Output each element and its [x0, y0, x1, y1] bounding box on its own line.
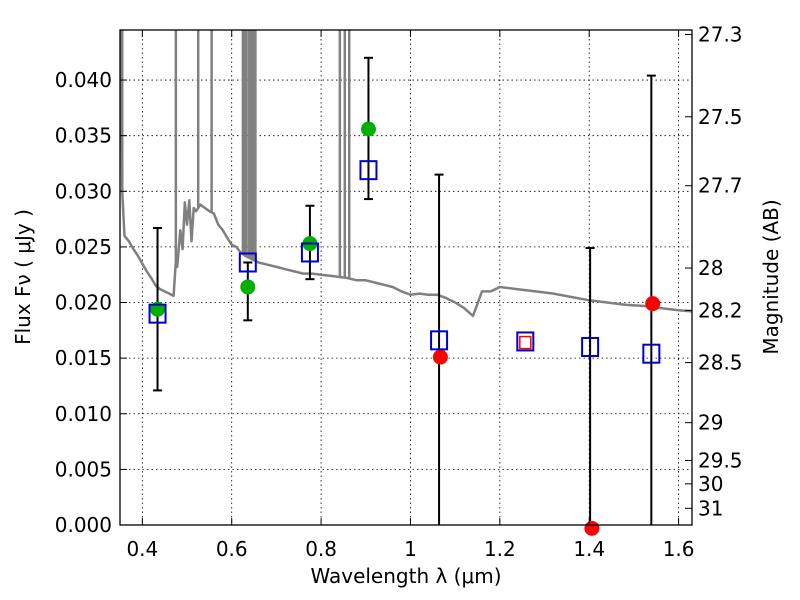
data-point-square [300, 242, 319, 263]
y-tick-label: 0.025 [55, 235, 112, 259]
y-tick-label: 0.020 [55, 291, 112, 315]
data-point-square [148, 303, 167, 324]
data-point-circle [645, 296, 661, 312]
magnitude-tick-label: 27.3 [698, 22, 743, 46]
magnitude-tick-label: 28.2 [698, 298, 743, 322]
x-tick-label: 1 [404, 537, 417, 561]
y-tick-label: 0.000 [55, 513, 112, 537]
x-tick-label: 0.4 [126, 537, 158, 561]
plot-frame [119, 29, 693, 526]
data-point-square [359, 160, 378, 181]
y-tick-label: 0.030 [55, 179, 112, 203]
data-point-square [516, 331, 535, 352]
x-tick-label: 1.2 [484, 537, 516, 561]
model-spectrum-line [120, 30, 692, 318]
y-tick-label: 0.035 [55, 124, 112, 148]
data-point-circle [360, 121, 376, 137]
magnitude-tick-label: 27.5 [698, 105, 743, 129]
magnitude-tick-label: 28.5 [698, 351, 743, 375]
x-tick-label: 1.4 [573, 537, 605, 561]
y-tick-label: 0.010 [55, 402, 112, 426]
y-tick-label: 0.040 [55, 68, 112, 92]
x-tick-label: 1.6 [663, 537, 695, 561]
grid-lines [120, 30, 692, 526]
marker-layer [148, 121, 661, 536]
right-axis-label: Magnitude (AB) [759, 199, 783, 354]
data-point-square [642, 343, 661, 364]
data-point-circle [432, 349, 448, 365]
magnitude-tick-label: 31 [698, 496, 723, 520]
model-spectrum-layer [120, 30, 692, 318]
data-point-square [581, 337, 600, 358]
x-tick-label: 0.6 [216, 537, 248, 561]
x-axis-ticks: 0.4 0.6 0.8 1 1.2 1.4 1.6 [126, 30, 695, 561]
data-point-circle [584, 520, 600, 536]
data-point-square [238, 252, 257, 273]
y-tick-label: 0.015 [55, 346, 112, 370]
data-point-square [430, 330, 449, 351]
magnitude-tick-label: 27.7 [698, 174, 743, 198]
magnitude-tick-label: 30 [698, 472, 723, 496]
data-point-circle [240, 279, 256, 295]
magnitude-tick-label: 29 [698, 411, 723, 435]
magnitude-tick-label: 29.5 [698, 448, 743, 472]
y-tick-label: 0.005 [55, 457, 112, 481]
x-axis-label: Wavelength λ (μm) [310, 564, 501, 588]
magnitude-tick-label: 28 [698, 256, 723, 280]
x-tick-label: 0.8 [305, 537, 337, 561]
y-axis-label: Flux Fν ( μJy ) [11, 209, 35, 345]
y-axis-ticks: 0.000 0.005 0.010 0.015 0.020 0.025 0.030 0.035… [55, 68, 127, 537]
data-point-square-small [519, 335, 532, 350]
